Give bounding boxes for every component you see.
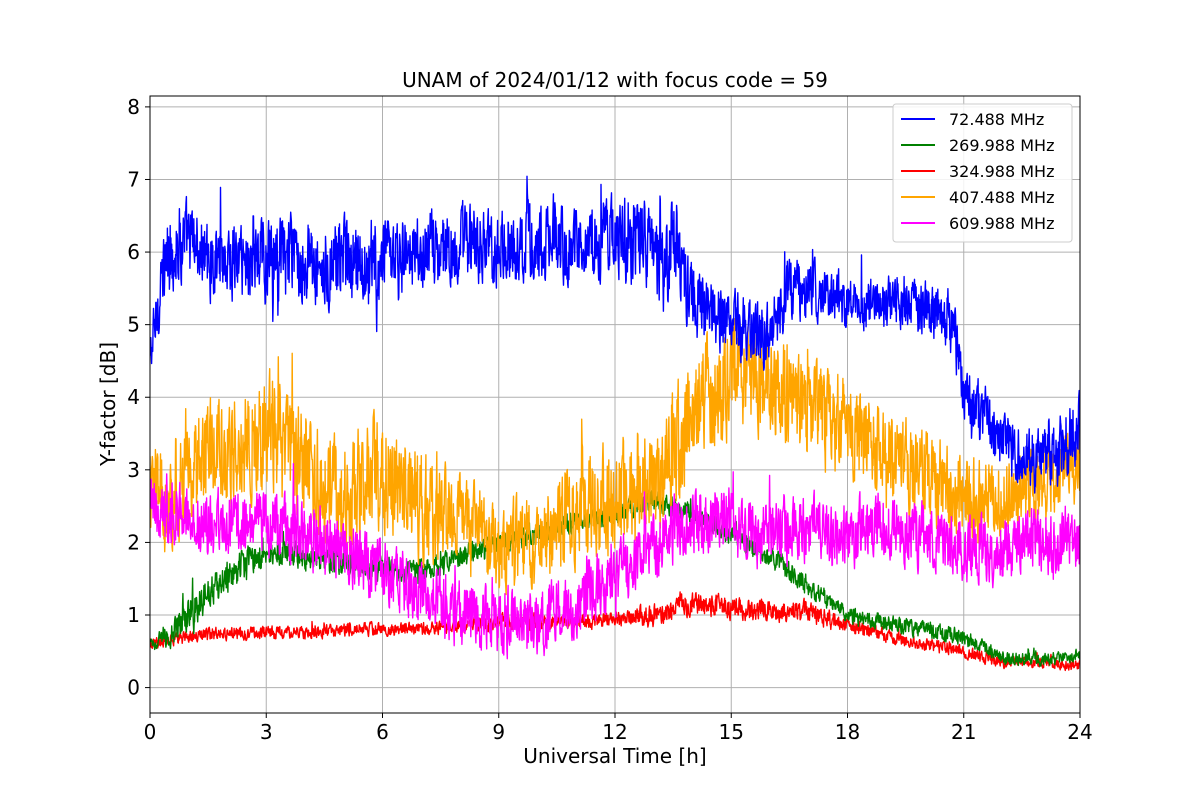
- series-line-2: [150, 591, 1080, 672]
- legend-label: 324.988 MHz: [949, 162, 1054, 181]
- y-tick-label: 1: [127, 603, 140, 627]
- x-tick-label: 15: [719, 720, 744, 744]
- series-line-0: [150, 175, 1080, 494]
- y-tick-label: 2: [127, 530, 140, 554]
- series-line-4: [150, 463, 1080, 660]
- legend-label: 407.488 MHz: [949, 188, 1054, 207]
- y-tick-label: 4: [127, 385, 140, 409]
- x-tick-label: 21: [951, 720, 976, 744]
- y-axis-label: Y-factor [dB]: [96, 342, 120, 467]
- y-tick-label: 3: [127, 458, 140, 482]
- y-tick-label: 6: [127, 240, 140, 264]
- y-tick-label: 0: [127, 676, 140, 700]
- y-tick-label: 5: [127, 313, 140, 337]
- x-axis: 0 3 6 9 12 15 18 21 24: [144, 713, 1093, 744]
- legend-label: 269.988 MHz: [949, 136, 1054, 155]
- legend-label: 609.988 MHz: [949, 214, 1054, 233]
- x-axis-label: Universal Time [h]: [523, 744, 706, 768]
- legend: 72.488 MHz 269.988 MHz 324.988 MHz 407.488 …: [892, 103, 1073, 243]
- x-tick-label: 0: [144, 720, 157, 744]
- series-line-3: [150, 318, 1080, 596]
- y-axis: 0 1 2 3 4 5 6 7 8: [127, 95, 150, 700]
- series-layer: [150, 175, 1080, 672]
- y-tick-label: 7: [127, 167, 140, 191]
- chart-title: UNAM of 2024/01/12 with focus code = 59: [402, 68, 828, 92]
- x-tick-label: 9: [492, 720, 505, 744]
- legend-label: 72.488 MHz: [949, 110, 1044, 129]
- x-tick-label: 3: [260, 720, 273, 744]
- x-tick-label: 24: [1067, 720, 1092, 744]
- legend-box: [892, 103, 1073, 243]
- x-tick-label: 12: [602, 720, 627, 744]
- x-tick-label: 18: [835, 720, 860, 744]
- y-tick-label: 8: [127, 95, 140, 119]
- x-tick-label: 6: [376, 720, 389, 744]
